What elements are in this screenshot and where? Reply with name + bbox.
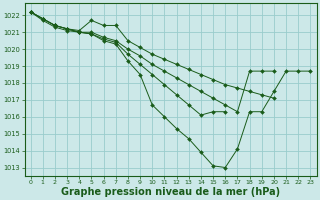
X-axis label: Graphe pression niveau de la mer (hPa): Graphe pression niveau de la mer (hPa)	[61, 187, 280, 197]
